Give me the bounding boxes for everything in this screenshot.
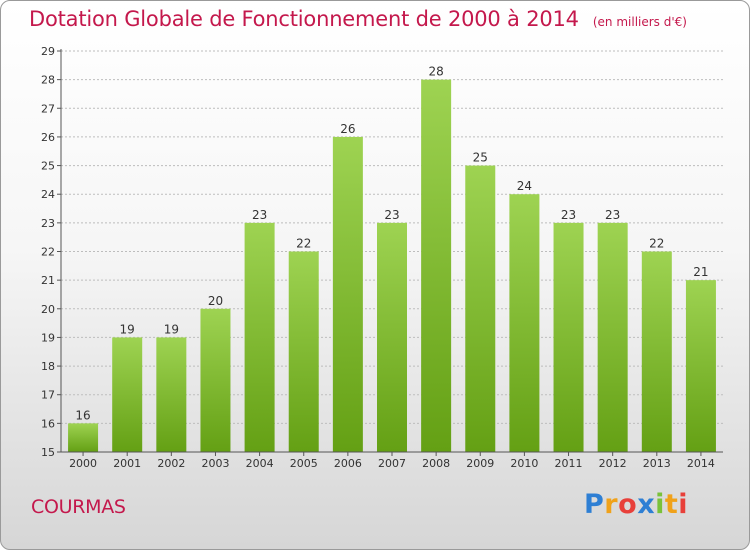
chart-unit-label: (en milliers d'€) [592, 15, 687, 29]
bar [685, 280, 716, 452]
bar-value-label: 23 [605, 208, 620, 222]
bar-value-label: 26 [340, 122, 355, 136]
bar [332, 136, 363, 452]
bar-value-label: 28 [428, 65, 443, 79]
bar-value-label: 16 [75, 408, 90, 422]
logo-letter: r [604, 489, 619, 520]
y-tick-label: 29 [41, 45, 55, 58]
bar-chart: 15 16 17 18 19 20 21 22 23 24 25 26 27 28 29 16 19 19 20 2… [41, 45, 723, 470]
y-tick-label: 16 [41, 417, 55, 430]
x-tick-label: 2013 [643, 457, 671, 470]
x-tick-label: 2012 [599, 457, 627, 470]
bar-value-label: 22 [649, 237, 664, 251]
x-tick-label: 2001 [113, 457, 141, 470]
y-tick-label: 15 [41, 446, 55, 459]
bar-value-label: 23 [561, 208, 576, 222]
bar-value-label: 22 [296, 237, 311, 251]
x-tick-label: 2006 [334, 457, 362, 470]
x-tick-label: 2007 [378, 457, 406, 470]
x-tick-label: 2014 [687, 457, 715, 470]
bar-value-label: 23 [384, 208, 399, 222]
logo-letter: o [618, 489, 638, 520]
bars [68, 79, 716, 453]
x-tick-label: 2002 [157, 457, 185, 470]
bar-value-label: 24 [517, 179, 532, 193]
axes [60, 49, 723, 453]
x-tick-label: 2004 [246, 457, 274, 470]
y-axis-ticks: 15 16 17 18 19 20 21 22 23 24 25 26 27 28 29 [41, 45, 61, 459]
bar [509, 194, 540, 452]
value-labels: 16 19 19 20 23 22 26 23 28 25 24 23 23 22 21 [75, 65, 708, 423]
bar [641, 251, 672, 452]
x-tick-label: 2000 [69, 457, 97, 470]
chart-title-text: Dotation Globale de Fonctionnement de 20… [29, 7, 579, 31]
logo-letter: P [584, 489, 605, 520]
bar [597, 222, 628, 452]
x-axis-labels: 2000 2001 2002 2003 2004 2005 2006 2007 2008 2009… [69, 452, 715, 470]
logo-letter: i [678, 489, 689, 520]
x-tick-label: 2010 [510, 457, 538, 470]
y-tick-label: 25 [41, 160, 55, 173]
bar [112, 337, 143, 452]
bar [377, 222, 407, 452]
bar [156, 337, 187, 452]
y-tick-label: 22 [41, 246, 55, 259]
x-tick-label: 2008 [422, 457, 450, 470]
chart-title: Dotation Globale de Fonctionnement de 20… [29, 7, 687, 31]
bar [68, 423, 99, 452]
logo-letter: t [664, 489, 679, 520]
bar [553, 222, 584, 452]
commune-name: COURMAS [31, 496, 126, 518]
logo-letter: i [655, 489, 665, 520]
proxiti-logo[interactable]: Proxiti [584, 489, 688, 520]
x-tick-label: 2011 [555, 457, 583, 470]
y-tick-label: 26 [41, 131, 55, 144]
bar [421, 79, 452, 453]
y-tick-label: 17 [41, 389, 55, 402]
logo-letter: x [637, 489, 656, 520]
bar-value-label: 23 [252, 208, 267, 222]
y-tick-label: 21 [41, 274, 55, 287]
x-tick-label: 2003 [201, 457, 229, 470]
bar-value-label: 21 [693, 265, 708, 279]
y-tick-label: 24 [41, 188, 55, 201]
bar-value-label: 19 [120, 322, 135, 336]
bar-value-label: 20 [208, 294, 223, 308]
x-tick-label: 2005 [290, 457, 318, 470]
bar [465, 165, 496, 453]
bar-value-label: 25 [473, 151, 488, 165]
y-tick-label: 19 [41, 331, 55, 344]
y-tick-label: 23 [41, 217, 55, 230]
x-tick-label: 2009 [466, 457, 494, 470]
y-tick-label: 20 [41, 303, 55, 316]
bar [200, 308, 231, 452]
bar [288, 251, 319, 452]
y-tick-label: 27 [41, 102, 55, 115]
y-tick-label: 18 [41, 360, 55, 373]
y-tick-label: 28 [41, 74, 55, 87]
bar-value-label: 19 [164, 322, 179, 336]
bar [244, 222, 275, 452]
